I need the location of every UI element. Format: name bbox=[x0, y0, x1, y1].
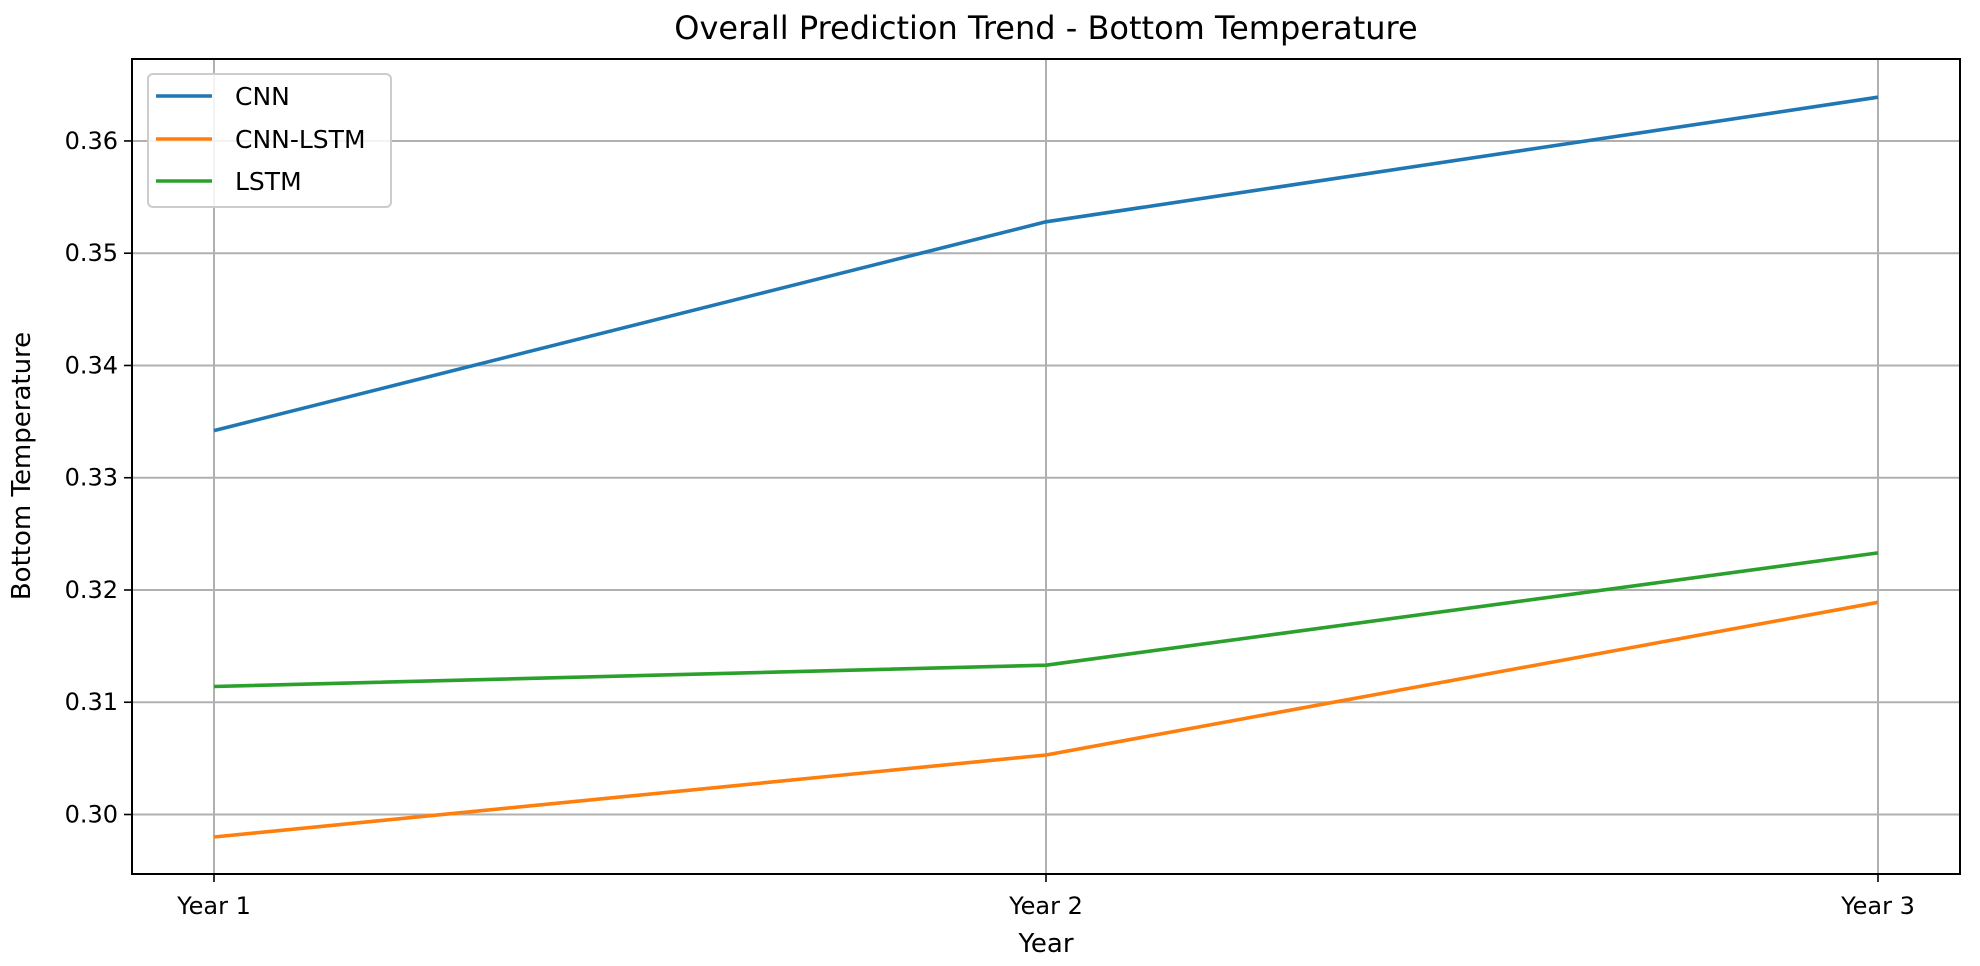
y-axis-label: Bottom Temperature bbox=[7, 332, 37, 600]
legend: CNN CNN-LSTM LSTM bbox=[147, 73, 392, 208]
y-tick-label: 0.32 bbox=[65, 576, 118, 604]
x-tick-label: Year 1 bbox=[176, 892, 251, 920]
grid-layer bbox=[132, 59, 1960, 874]
legend-label-cnn: CNN bbox=[235, 82, 290, 111]
series-line-cnn-lstm bbox=[213, 600, 1879, 839]
x-axis-label: Year bbox=[1017, 929, 1073, 959]
x-tick-label: Year 2 bbox=[1008, 892, 1083, 920]
y-tick-label: 0.30 bbox=[65, 801, 118, 829]
chart-title: Overall Prediction Trend - Bottom Temper… bbox=[674, 9, 1417, 47]
legend-label-lstm: LSTM bbox=[235, 167, 302, 196]
y-tick-label: 0.31 bbox=[65, 688, 118, 716]
legend-label-cnn-lstm: CNN-LSTM bbox=[235, 125, 366, 154]
tick-layer: 0.30 0.31 0.32 0.33 0.34 0.35 0.36 Year 1 Year 2… bbox=[65, 127, 1915, 920]
y-tick-label: 0.35 bbox=[65, 239, 118, 267]
series-layer bbox=[213, 95, 1879, 839]
y-tick-label: 0.33 bbox=[65, 464, 118, 492]
legend-box bbox=[147, 73, 392, 208]
series-line-cnn bbox=[213, 95, 1879, 433]
y-tick-label: 0.36 bbox=[65, 127, 118, 155]
x-tick-label: Year 3 bbox=[1840, 892, 1915, 920]
series-line-lstm bbox=[213, 551, 1879, 689]
y-tick-label: 0.34 bbox=[65, 351, 118, 379]
